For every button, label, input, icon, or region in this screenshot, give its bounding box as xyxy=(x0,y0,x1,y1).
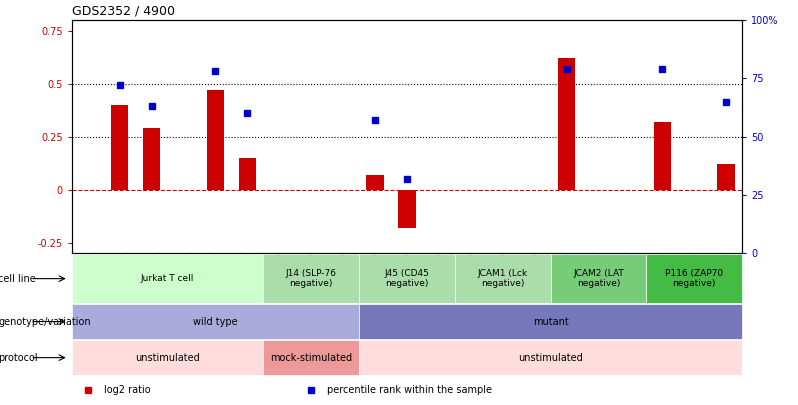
Bar xyxy=(239,158,256,190)
Text: cell line: cell line xyxy=(0,274,36,284)
Bar xyxy=(398,190,416,228)
Bar xyxy=(366,175,384,190)
Bar xyxy=(359,304,742,339)
Bar xyxy=(359,340,742,375)
Bar xyxy=(72,340,263,375)
Bar xyxy=(111,105,128,190)
Bar xyxy=(551,254,646,303)
Bar xyxy=(72,304,359,339)
Text: J14 (SLP-76
negative): J14 (SLP-76 negative) xyxy=(286,269,337,288)
Bar xyxy=(455,254,551,303)
Text: wild type: wild type xyxy=(193,317,238,326)
Text: mutant: mutant xyxy=(533,317,568,326)
Text: unstimulated: unstimulated xyxy=(518,353,583,362)
Bar xyxy=(263,340,359,375)
Text: mock-stimulated: mock-stimulated xyxy=(271,353,352,362)
Text: protocol: protocol xyxy=(0,353,38,362)
Bar xyxy=(263,254,359,303)
Bar xyxy=(717,164,735,190)
Text: unstimulated: unstimulated xyxy=(135,353,200,362)
Bar xyxy=(72,254,263,303)
Bar xyxy=(359,254,455,303)
Bar xyxy=(558,58,575,190)
Bar xyxy=(646,254,742,303)
Text: GDS2352 / 4900: GDS2352 / 4900 xyxy=(72,5,175,18)
Text: genotype/variation: genotype/variation xyxy=(0,317,91,326)
Text: Jurkat T cell: Jurkat T cell xyxy=(141,274,194,283)
Text: JCAM1 (Lck
negative): JCAM1 (Lck negative) xyxy=(478,269,527,288)
Text: JCAM2 (LAT
negative): JCAM2 (LAT negative) xyxy=(573,269,624,288)
Bar xyxy=(207,90,224,190)
Text: P116 (ZAP70
negative): P116 (ZAP70 negative) xyxy=(666,269,723,288)
Text: J45 (CD45
negative): J45 (CD45 negative) xyxy=(385,269,429,288)
Bar xyxy=(143,128,160,190)
Text: percentile rank within the sample: percentile rank within the sample xyxy=(327,385,492,395)
Text: log2 ratio: log2 ratio xyxy=(104,385,150,395)
Bar xyxy=(654,122,671,190)
